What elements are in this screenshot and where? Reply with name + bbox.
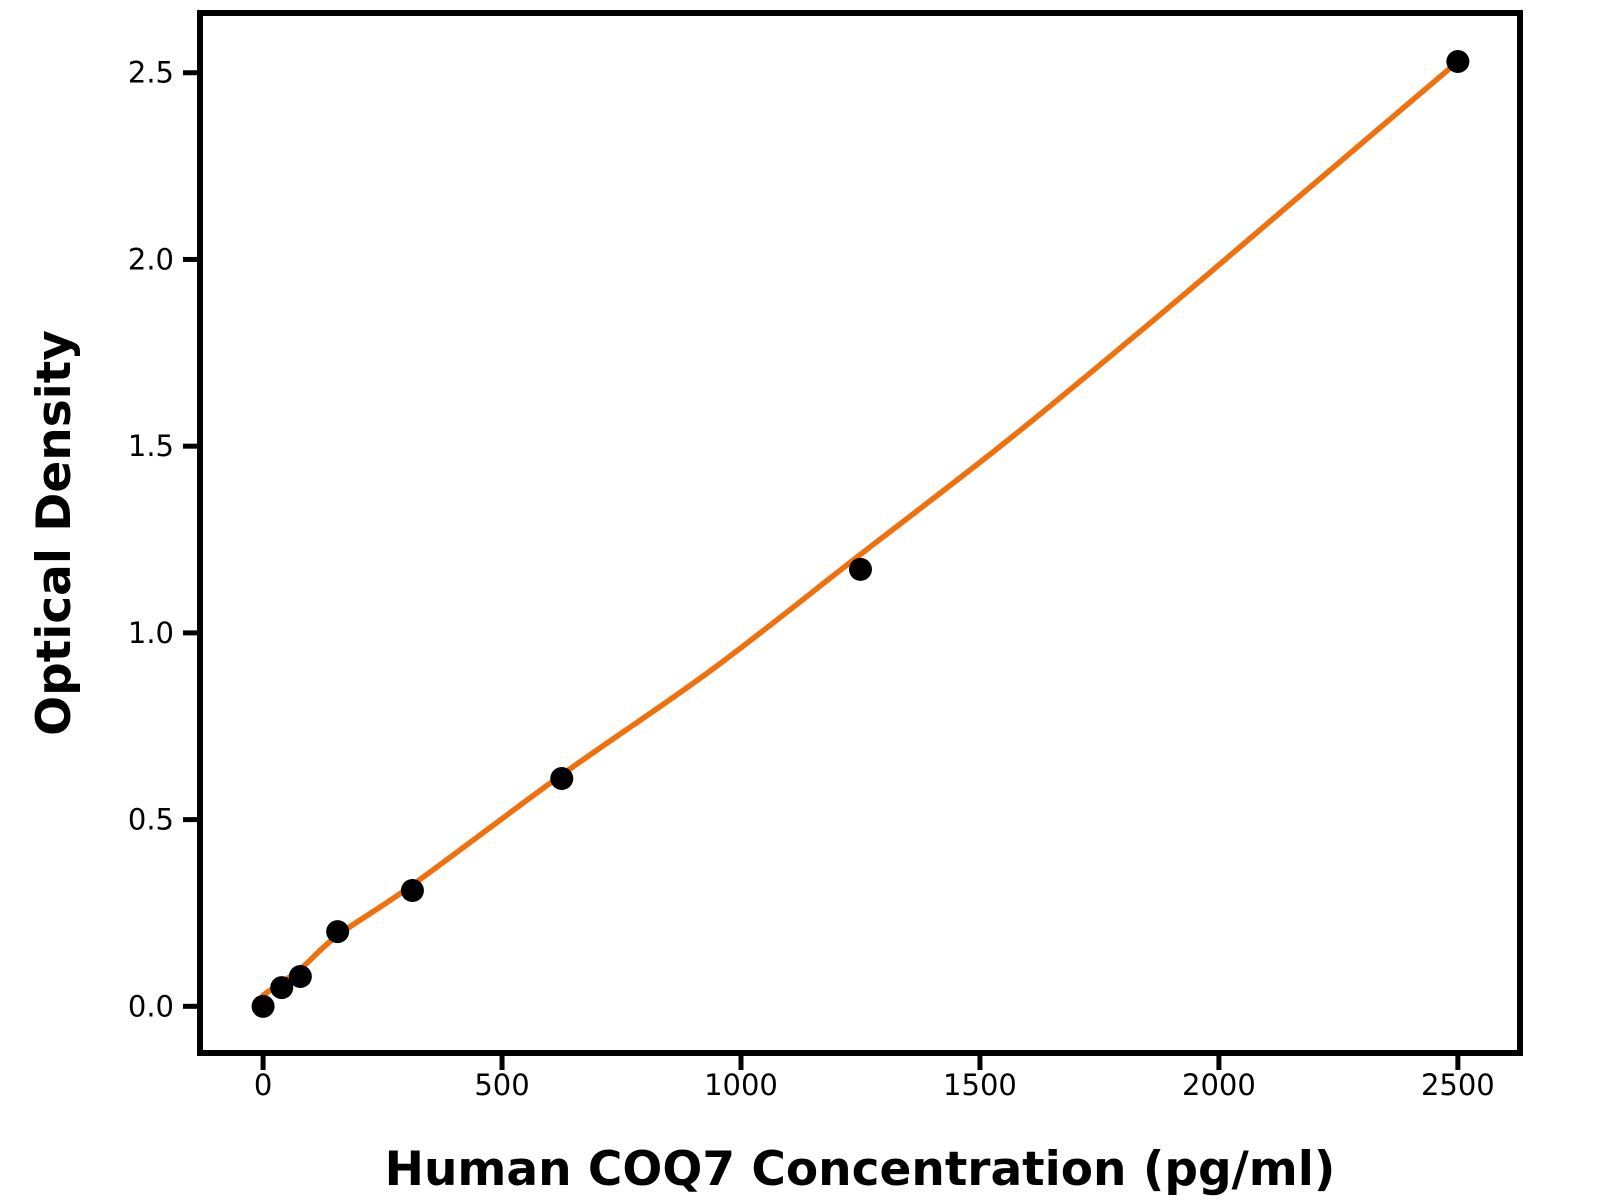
x-tick-label: 500 xyxy=(474,1068,529,1102)
plot-spines xyxy=(197,10,1523,1056)
data-point xyxy=(251,994,275,1018)
y-tick-label: 2.0 xyxy=(128,242,174,276)
y-tick-label: 0.0 xyxy=(128,989,174,1023)
y-tick-label: 2.5 xyxy=(128,56,174,90)
data-point xyxy=(550,767,574,791)
x-axis-title: Human COQ7 Concentration (pg/ml) xyxy=(385,1142,1336,1197)
plot-area: 0 500 1000 1500 2000 2500 0.0 0.5 1.0 1.5 2.0 2.5 xyxy=(128,10,1523,1102)
data-point xyxy=(848,557,872,581)
y-axis-title: Optical Density xyxy=(27,330,82,736)
x-tick-label: 0 xyxy=(254,1068,272,1102)
data-point xyxy=(326,920,350,944)
x-tick-label: 1000 xyxy=(704,1068,778,1102)
data-point xyxy=(400,879,424,903)
x-tick-label: 2000 xyxy=(1182,1068,1256,1102)
x-tick-label: 1500 xyxy=(943,1068,1017,1102)
data-point xyxy=(270,976,294,1000)
y-tick-label: 0.5 xyxy=(128,803,174,837)
y-tick-label: 1.5 xyxy=(128,429,174,463)
data-point xyxy=(1446,50,1470,74)
y-tick-label: 1.0 xyxy=(128,616,174,650)
data-point xyxy=(288,964,312,988)
x-tick-label: 2500 xyxy=(1421,1068,1495,1102)
fit-curve-line xyxy=(260,58,1461,998)
